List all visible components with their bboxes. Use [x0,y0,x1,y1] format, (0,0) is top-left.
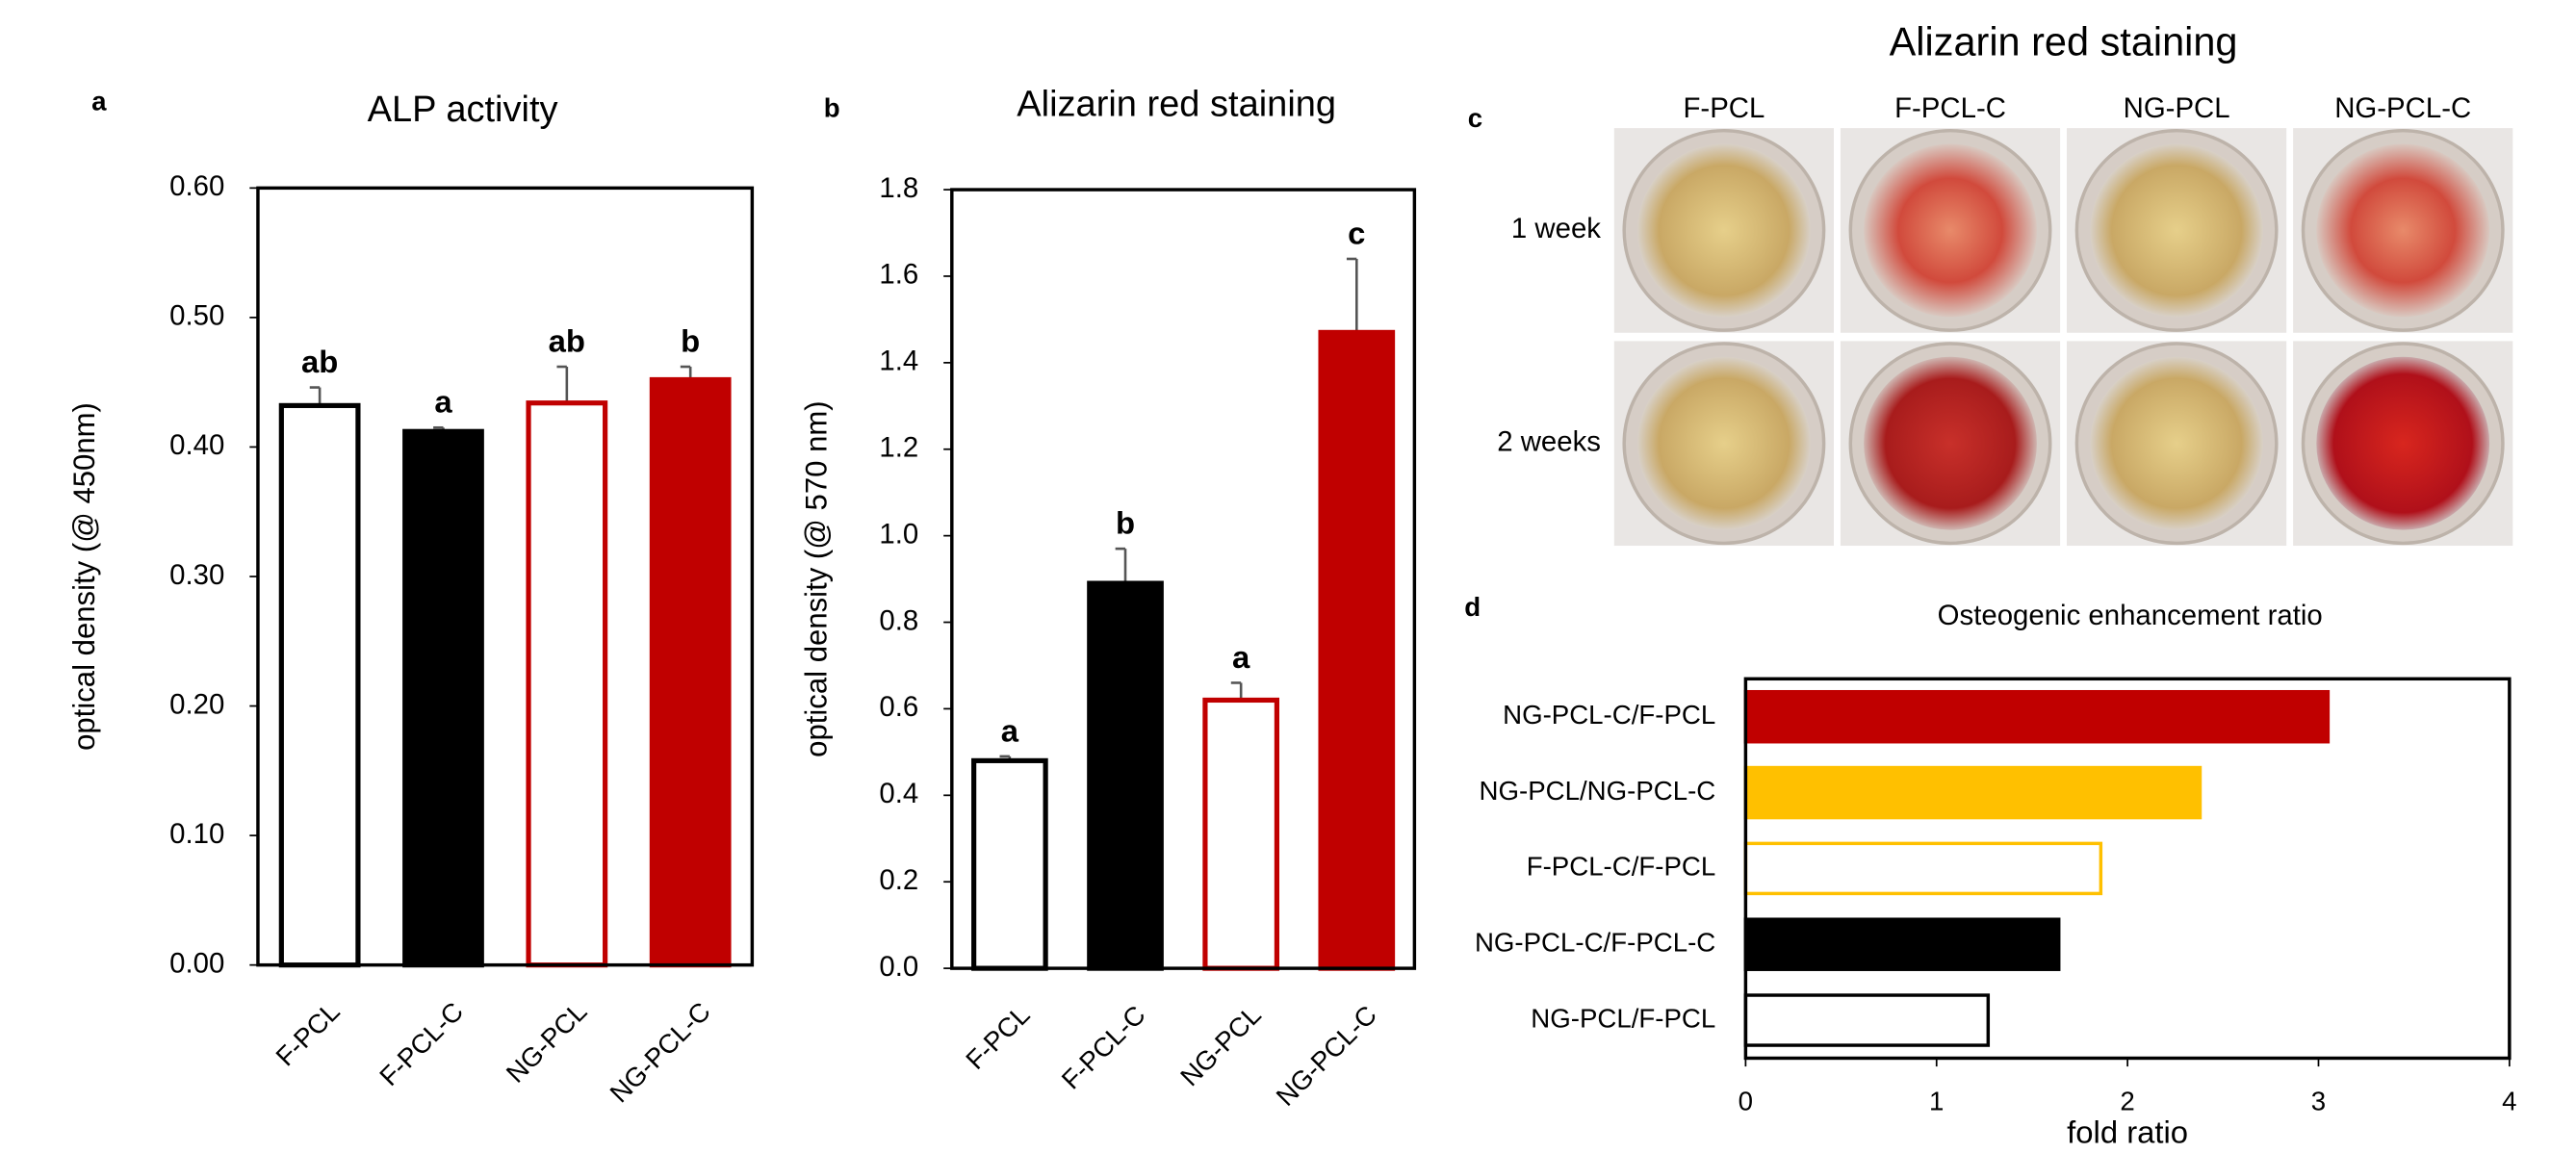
bar [278,402,361,968]
x-tick-label: NG-PCL-C [604,996,715,1108]
chart-title: ALP activity [368,90,558,130]
y-tick-label: 0.4 [879,778,918,809]
x-tick-label: F-PCL [270,996,345,1071]
well-content [2316,356,2490,530]
plot-frame [1743,677,2512,1061]
column-label: F-PCL-C [1894,92,2006,124]
chart-title: Alizarin red staining [1017,85,1336,125]
y-tick-label: 0.8 [879,604,918,636]
y-tick-label: 0.10 [169,818,224,850]
column-label: NG-PCL [2124,92,2230,124]
bar [526,400,608,968]
x-tick-label: F-PCL [960,1000,1035,1075]
plot-frame [950,188,1417,970]
panel-label: b [824,92,840,122]
y-tick-label: 1.8 [879,172,918,204]
x-tick-label: NG-PCL [1174,1000,1267,1092]
x-tick-label: 0 [1739,1086,1753,1115]
y-tick-label: 0.50 [169,300,224,332]
well-content [2090,143,2264,318]
y-axis-label: optical density (@ 450nm) [67,402,101,751]
y-tick-label: NG-PCL-C/F-PCL [1503,700,1715,730]
y-tick-label: 1.2 [879,432,918,464]
x-tick-label: 2 [2120,1086,2134,1115]
well-content [1637,356,1811,530]
column-label: NG-PCL-C [2334,92,2471,124]
significance-letter: a [434,384,452,420]
y-tick-label: NG-PCL/NG-PCL-C [1480,776,1716,806]
chart-title: Alizarin red staining [1890,19,2238,64]
y-tick-label: 1.4 [879,346,918,377]
plot-frame [256,186,755,967]
y-tick-label: NG-PCL/F-PCL [1531,1003,1715,1033]
significance-letter: c [1348,215,1365,250]
significance-letter: ab [549,322,585,358]
x-tick-label: 1 [1929,1086,1944,1115]
row-label: 2 weeks [1497,425,1601,457]
significance-letter: b [1116,505,1135,541]
y-tick-label: 1.0 [879,518,918,550]
y-tick-label: 1.6 [879,259,918,291]
y-tick-label: 0.0 [879,951,918,983]
bar [1087,580,1164,971]
x-axis-label: fold ratio [2067,1115,2188,1150]
bar [1743,765,2202,820]
x-tick-label: NG-PCL-C [1271,1000,1382,1112]
y-tick-label: 0.40 [169,429,224,461]
well-content [1864,143,2037,318]
y-tick-label: 0.30 [169,559,224,591]
significance-letter: a [1001,712,1019,748]
bar [971,757,1048,971]
well-content [2316,143,2490,318]
row-label: 1 week [1511,213,1601,244]
y-tick-label: F-PCL-C/F-PCL [1527,852,1716,882]
x-tick-label: 4 [2502,1086,2516,1115]
panel-label: d [1464,592,1481,622]
x-tick-label: NG-PCL [501,996,593,1089]
significance-letter: a [1232,639,1250,675]
bar [649,376,732,968]
panel-label: a [91,86,107,115]
x-tick-label: 3 [2311,1086,2326,1115]
chart-title: Osteogenic enhancement ratio [1938,600,2323,631]
x-tick-label: F-PCL-C [374,996,469,1091]
significance-letter: ab [301,344,338,379]
y-tick-label: 0.20 [169,688,224,720]
well-content [2090,356,2264,530]
bar [1318,329,1396,971]
y-tick-label: 0.2 [879,864,918,896]
column-label: F-PCL [1683,92,1765,124]
y-tick-label: 0.60 [169,170,224,202]
y-axis-label: optical density (@ 570 nm) [800,400,834,757]
x-tick-label: F-PCL-C [1056,1000,1151,1095]
y-tick-label: 0.6 [879,691,918,723]
significance-letter: b [681,322,700,358]
bar [1202,697,1280,971]
bar [1743,689,2331,744]
well-content [1864,356,2037,530]
bar [1743,993,1991,1047]
y-tick-label: NG-PCL-C/F-PCL-C [1475,928,1715,958]
well-content [1637,143,1811,318]
bar [1743,841,2103,896]
panel-label: c [1468,103,1482,133]
bar [402,428,484,968]
y-tick-label: 0.00 [169,947,224,979]
bar [1743,917,2061,971]
